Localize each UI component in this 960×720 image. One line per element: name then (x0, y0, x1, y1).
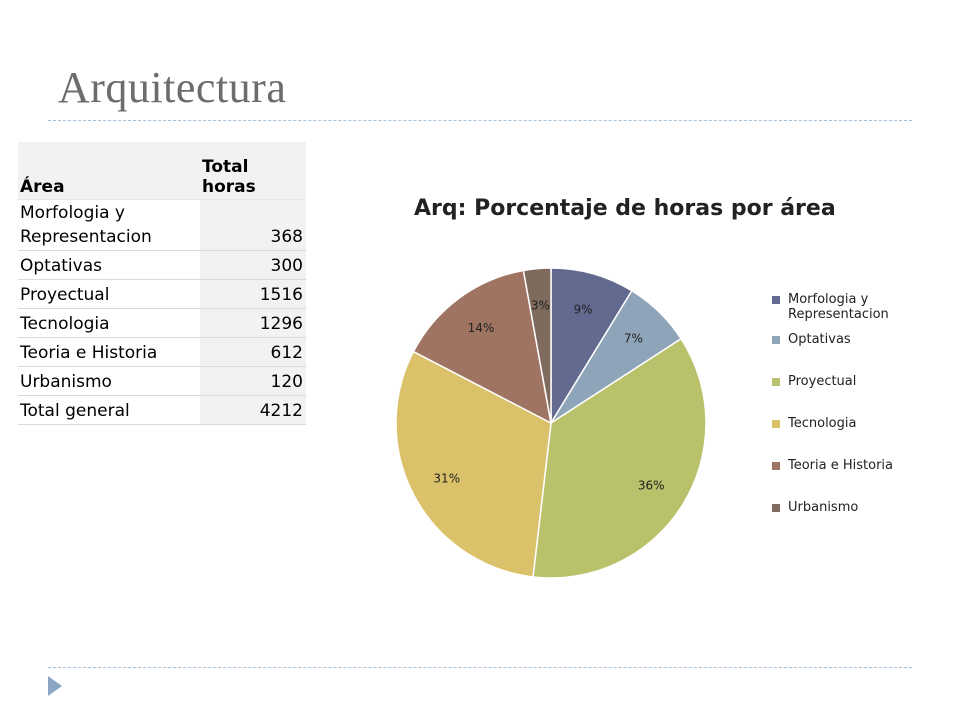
table-cell-horas: 300 (200, 250, 306, 280)
hours-table: Área Total horas Morfologia y Representa… (18, 142, 306, 425)
pie-percent-label: 3% (531, 298, 550, 312)
legend-label: Proyectual (788, 374, 857, 389)
pie-percent-label: 36% (638, 478, 665, 492)
table-cell-area: Tecnologia (18, 308, 200, 338)
legend-item: Tecnologia (772, 416, 952, 431)
table-cell-area: Optativas (18, 250, 200, 280)
legend-label: Teoria e Historia (788, 458, 894, 473)
table-row: Total general 4212 (18, 395, 306, 425)
top-divider (48, 120, 912, 121)
table-header-row: Área Total horas (18, 142, 306, 200)
legend-label: Urbanismo (788, 500, 859, 515)
table-cell-horas: 612 (200, 337, 306, 367)
pie-percent-label: 14% (468, 321, 495, 335)
table-cell-area: Total general (18, 395, 200, 425)
table-row: Morfologia y Representacion 368 (18, 199, 306, 251)
legend-item: Proyectual (772, 374, 952, 389)
table-row: Tecnologia 1296 (18, 308, 306, 338)
header-area: Área (18, 142, 200, 200)
legend-label: Tecnologia (788, 416, 857, 431)
table-row: Urbanismo 120 (18, 366, 306, 396)
slide-title: Arquitectura (58, 63, 287, 112)
legend-swatch (772, 420, 780, 428)
legend-swatch (772, 504, 780, 512)
pie-slice (395, 350, 552, 578)
legend-swatch (772, 378, 780, 386)
pie-percent-label: 9% (573, 302, 592, 316)
legend-item: Urbanismo (772, 500, 952, 515)
pie-slice (550, 267, 633, 426)
legend-swatch (772, 462, 780, 470)
legend-item: Morfologia y Representacion (772, 292, 952, 322)
pie-slice (522, 267, 552, 424)
table-cell-area: Urbanismo (18, 366, 200, 396)
pie-slice (532, 337, 707, 579)
table-cell-area: Teoria e Historia (18, 337, 200, 367)
legend-swatch (772, 296, 780, 304)
legend-item: Optativas (772, 332, 952, 347)
table-row: Teoria e Historia 612 (18, 337, 306, 367)
legend-swatch (772, 336, 780, 344)
chart-legend: Morfologia y Representacion Optativas Proy… (772, 292, 952, 542)
legend-item: Teoria e Historia (772, 458, 952, 473)
table-cell-area: Morfologia y Representacion (18, 199, 200, 251)
pie-percent-label: 7% (624, 332, 643, 346)
table-cell-horas: 1516 (200, 279, 306, 309)
legend-label: Morfologia y Representacion (788, 292, 889, 322)
table-row: Proyectual 1516 (18, 279, 306, 309)
header-total-horas: Total horas (200, 142, 306, 200)
table-cell-horas: 120 (200, 366, 306, 396)
table-row: Optativas 300 (18, 250, 306, 280)
table-cell-horas: 368 (200, 199, 306, 251)
next-slide-arrow-icon[interactable] (48, 676, 62, 696)
pie-percent-label: 31% (433, 471, 460, 485)
pie-chart: 9% 7% 36% 31% 14% 3% (395, 267, 707, 579)
legend-label: Optativas (788, 332, 851, 347)
table-cell-area: Proyectual (18, 279, 200, 309)
pie-slice (412, 269, 553, 425)
table-cell-horas: 1296 (200, 308, 306, 338)
bottom-divider (48, 667, 912, 668)
chart-title: Arq: Porcentaje de horas por área (414, 196, 836, 221)
table-cell-horas: 4212 (200, 395, 306, 425)
